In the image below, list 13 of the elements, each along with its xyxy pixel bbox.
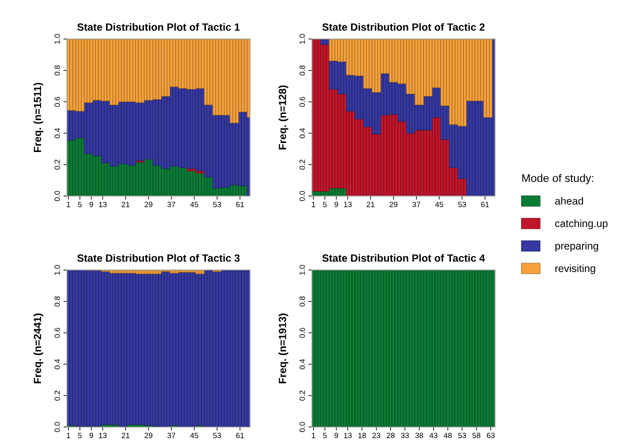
legend-title: Mode of study: bbox=[522, 174, 594, 184]
y-axis-title: Freq. (n=1913) bbox=[278, 314, 288, 384]
y-axis-title: Freq. (n=128) bbox=[278, 85, 288, 150]
chart-title: State Distribution Plot of Tactic 3 bbox=[77, 254, 240, 262]
y-axis-title: Freq. (n=1511) bbox=[34, 82, 44, 152]
chart-title: State Distribution Plot of Tactic 1 bbox=[77, 23, 240, 31]
chart-title: State Distribution Plot of Tactic 2 bbox=[322, 23, 485, 31]
legend-label: ahead bbox=[555, 196, 584, 205]
legend-label: revisiting bbox=[555, 264, 596, 274]
legend-label: preparing bbox=[555, 242, 598, 252]
legend-label: catching.up bbox=[555, 219, 608, 230]
chart-title: State Distribution Plot of Tactic 4 bbox=[322, 254, 485, 262]
y-axis-title: Freq. (n=2441) bbox=[34, 314, 44, 384]
